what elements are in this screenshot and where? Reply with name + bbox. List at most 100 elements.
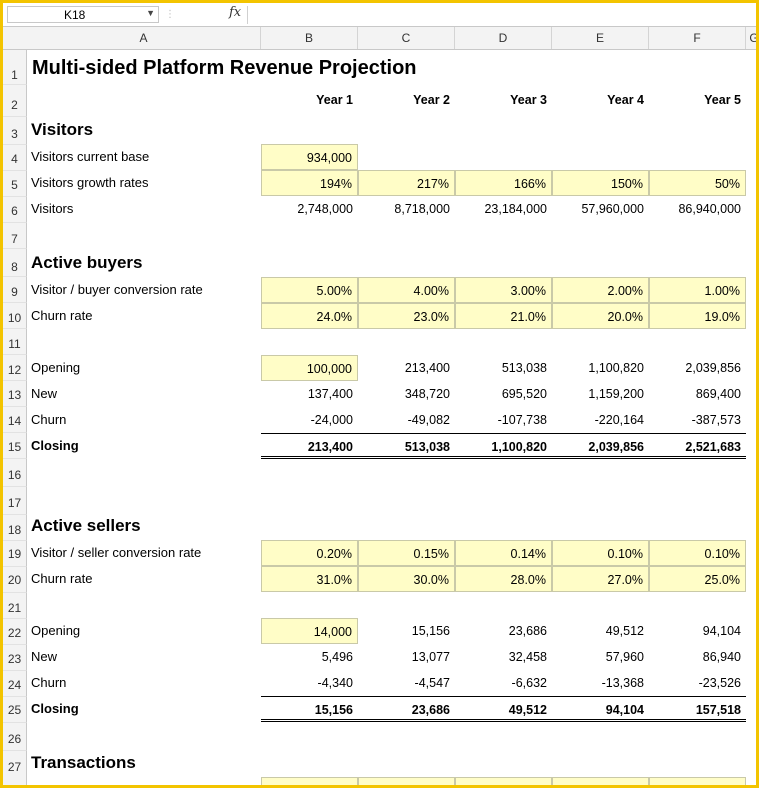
input-cell[interactable]: 50% [649,170,746,196]
input-cell[interactable]: 1.00% [649,277,746,303]
row-header[interactable]: 14 [3,407,27,433]
section-heading-buyers[interactable]: Active buyers [31,253,143,272]
row-label[interactable]: Visitors [31,201,74,216]
row-label[interactable]: Closing [31,438,79,453]
row-header[interactable]: 2 [3,85,27,117]
year-header[interactable]: Year 2 [413,93,450,107]
input-cell[interactable]: 100,000 [261,355,358,381]
row-header[interactable]: 9 [3,277,27,303]
row-header[interactable]: 18 [3,515,27,541]
value-cell[interactable]: 13,077 [411,650,450,664]
column-header-d[interactable]: D [455,27,552,49]
input-cell[interactable] [358,777,455,785]
row-header[interactable]: 12 [3,355,27,381]
value-cell[interactable]: 2,039,856 [685,361,741,375]
value-cell[interactable]: -220,164 [594,413,644,427]
input-cell[interactable]: 20.0% [552,303,649,329]
value-cell[interactable]: -23,526 [698,676,741,690]
input-cell[interactable]: 14,000 [261,618,358,644]
value-cell[interactable]: 57,960 [605,650,644,664]
value-cell[interactable]: -4,340 [317,676,353,690]
row-header[interactable]: 3 [3,117,27,145]
row-label[interactable]: Visitors growth rates [31,175,149,190]
row-header[interactable]: 13 [3,381,27,407]
value-cell[interactable]: 23,184,000 [484,202,547,216]
input-cell[interactable] [261,777,358,785]
value-cell[interactable]: 32,458 [508,650,547,664]
input-cell[interactable]: 194% [261,170,358,196]
row-header[interactable]: 4 [3,145,27,171]
input-cell[interactable]: 27.0% [552,566,649,592]
value-cell[interactable]: -13,368 [601,676,644,690]
value-cell[interactable]: -49,082 [407,413,450,427]
row-header[interactable]: 17 [3,487,27,515]
total-cell[interactable]: 94,104 [552,696,649,722]
total-cell[interactable]: 23,686 [358,696,455,722]
insert-function-icon[interactable]: fx [229,5,242,20]
row-header[interactable]: 23 [3,645,27,671]
value-cell[interactable]: 15,156 [411,624,450,638]
input-cell[interactable]: 21.0% [455,303,552,329]
total-cell[interactable]: 157,518 [649,696,746,722]
name-box[interactable]: K18 ▼ [7,6,159,23]
input-cell[interactable]: 0.10% [552,540,649,566]
column-header-f[interactable]: F [649,27,746,49]
total-cell[interactable]: 1,100,820 [455,433,552,459]
total-cell[interactable]: 2,039,856 [552,433,649,459]
row-label[interactable]: Visitor / buyer conversion rate [31,282,203,297]
total-cell[interactable]: 513,038 [358,433,455,459]
row-label[interactable]: Visitor / seller conversion rate [31,545,202,560]
value-cell[interactable]: 348,720 [404,387,450,401]
column-header-g[interactable]: G [749,31,759,45]
input-cell[interactable]: 3.00% [455,277,552,303]
input-cell[interactable]: 5.00% [261,277,358,303]
value-cell[interactable]: 1,159,200 [588,387,644,401]
row-label[interactable]: Churn [31,412,67,427]
row-header[interactable]: 27 [3,751,27,785]
input-cell[interactable]: 0.15% [358,540,455,566]
value-cell[interactable]: 5,496 [321,650,353,664]
year-header[interactable]: Year 4 [607,93,644,107]
input-cell[interactable] [649,777,746,785]
row-header[interactable]: 7 [3,223,27,249]
total-cell[interactable]: 2,521,683 [649,433,746,459]
row-header[interactable]: 8 [3,249,27,277]
value-cell[interactable]: 57,960,000 [581,202,644,216]
input-cell[interactable]: 217% [358,170,455,196]
input-cell[interactable]: 0.20% [261,540,358,566]
row-header[interactable]: 16 [3,459,27,487]
input-cell[interactable] [455,777,552,785]
row-header[interactable]: 5 [3,171,27,197]
row-header[interactable]: 26 [3,723,27,751]
value-cell[interactable]: 8,718,000 [394,202,450,216]
value-cell[interactable]: 49,512 [605,624,644,638]
value-cell[interactable]: -107,738 [497,413,547,427]
row-header[interactable]: 21 [3,593,27,619]
value-cell[interactable]: 86,940 [702,650,741,664]
drag-handle-icon[interactable]: ⋮ [165,9,176,20]
input-cell[interactable]: 0.10% [649,540,746,566]
value-cell[interactable]: 86,940,000 [678,202,741,216]
value-cell[interactable]: 869,400 [695,387,741,401]
row-header[interactable]: 6 [3,197,27,223]
value-cell[interactable]: 137,400 [307,387,353,401]
column-header-a[interactable]: A [27,27,261,49]
input-cell[interactable]: 19.0% [649,303,746,329]
value-cell[interactable]: -24,000 [310,413,353,427]
value-cell[interactable]: 1,100,820 [588,361,644,375]
input-cell[interactable] [552,777,649,785]
row-header[interactable]: 15 [3,433,27,459]
input-cell[interactable]: 28.0% [455,566,552,592]
row-header[interactable]: 10 [3,303,27,329]
page-title[interactable]: Multi-sided Platform Revenue Projection [32,57,417,79]
column-header-b[interactable]: B [261,27,358,49]
column-header-e[interactable]: E [552,27,649,49]
row-header[interactable]: 24 [3,671,27,697]
value-cell[interactable]: 695,520 [501,387,547,401]
row-label[interactable]: Opening [31,360,81,375]
input-cell[interactable]: 25.0% [649,566,746,592]
row-header[interactable]: 25 [3,697,27,723]
chevron-down-icon[interactable]: ▼ [146,8,155,18]
value-cell[interactable]: 94,104 [702,624,741,638]
value-cell[interactable]: 213,400 [404,361,450,375]
